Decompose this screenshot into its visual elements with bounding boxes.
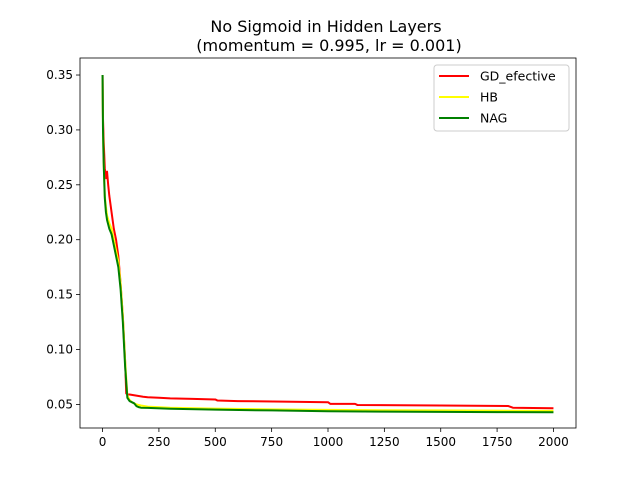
y-tick-label: 0.20: [46, 233, 73, 247]
y-tick-label: 0.30: [46, 123, 73, 137]
chart-subtitle: (momentum = 0.995, lr = 0.001): [196, 36, 461, 55]
plot-frame: [79, 57, 577, 429]
legend-label: NAG: [480, 111, 507, 126]
x-tick-label: 2000: [538, 435, 569, 449]
x-tick-label: 1000: [313, 435, 344, 449]
x-tick-label: 500: [204, 435, 227, 449]
legend: GD_efective HB NAG: [433, 64, 570, 132]
series-line-gd-efective: [101, 75, 554, 410]
legend-label: GD_efective: [480, 69, 556, 84]
series-layer: [101, 75, 554, 414]
x-tick-label: 1250: [369, 435, 400, 449]
x-axis: 0 250 500 750 1000 1250 1500 1750 2000: [99, 428, 569, 449]
x-tick-label: 250: [147, 435, 170, 449]
x-tick-label: 0: [99, 435, 107, 449]
y-axis: 0.05 0.10 0.15 0.20 0.25 0.30 0.35: [46, 68, 80, 411]
legend-box: [433, 64, 570, 132]
y-tick-label: 0.15: [46, 288, 73, 302]
series-line-nag: [101, 75, 554, 414]
y-tick-label: 0.05: [46, 397, 73, 411]
y-tick-label: 0.35: [46, 68, 73, 82]
chart-title: No Sigmoid in Hidden Layers: [210, 17, 441, 36]
y-tick-label: 0.25: [46, 178, 73, 192]
y-tick-label: 0.10: [46, 342, 73, 356]
legend-label: HB: [480, 90, 498, 105]
x-tick-label: 1750: [482, 435, 513, 449]
x-tick-label: 1500: [425, 435, 456, 449]
x-tick-label: 750: [260, 435, 283, 449]
